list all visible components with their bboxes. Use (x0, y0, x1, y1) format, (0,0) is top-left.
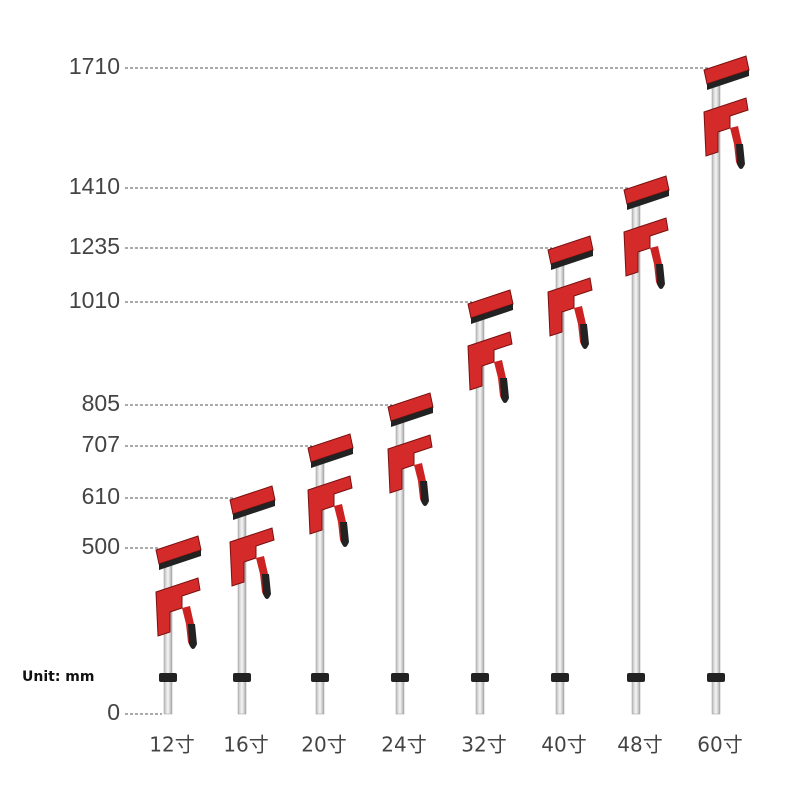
top-pad (707, 70, 749, 90)
handle-grip (736, 144, 745, 169)
size-label: 32寸 (461, 733, 506, 757)
handle-grip (262, 574, 271, 599)
top-pad (471, 304, 513, 324)
top-pad (311, 448, 353, 468)
size-label: 48寸 (617, 733, 662, 757)
clamp (229, 485, 276, 715)
handle-grip (656, 264, 665, 289)
handle-grip (420, 481, 429, 506)
top-pad (391, 407, 433, 427)
size-label: 16寸 (223, 733, 268, 757)
height-label: 500 (82, 533, 120, 559)
height-label: 805 (82, 390, 120, 416)
bottom-stop (311, 673, 329, 682)
top-pad (627, 190, 669, 210)
bottom-stop (471, 673, 489, 682)
clamp (467, 289, 514, 715)
height-label: 707 (82, 431, 120, 457)
height-label: 1235 (69, 233, 120, 259)
bottom-stop (627, 673, 645, 682)
clamp-bar (711, 71, 721, 715)
handle-grip (340, 522, 349, 547)
clamp (307, 433, 354, 715)
size-label: 60寸 (697, 733, 742, 757)
size-label: 40寸 (541, 733, 586, 757)
handle-grip (500, 378, 509, 403)
top-pad (551, 250, 593, 270)
clamp (155, 535, 202, 715)
unit-label: Unit: mm (22, 669, 94, 685)
height-label: 1010 (69, 287, 120, 313)
handle-grip (580, 324, 589, 349)
height-label: 1710 (69, 53, 120, 79)
zero-label: 0 (107, 699, 120, 725)
top-pad (159, 550, 201, 570)
bottom-stop (551, 673, 569, 682)
clamp-bar (237, 501, 247, 715)
clamp (547, 235, 594, 715)
height-label: 610 (82, 483, 120, 509)
bottom-stop (233, 673, 251, 682)
clamp (703, 55, 750, 715)
bottom-stop (159, 673, 177, 682)
top-pad (233, 500, 275, 520)
clamp (387, 392, 434, 715)
height-label: 1410 (69, 173, 120, 199)
handle-grip (188, 624, 197, 649)
size-label: 20寸 (301, 733, 346, 757)
clamp (623, 175, 670, 715)
bottom-stop (707, 673, 725, 682)
size-label: 12寸 (149, 733, 194, 757)
size-label: 24寸 (381, 733, 426, 757)
bottom-stop (391, 673, 409, 682)
